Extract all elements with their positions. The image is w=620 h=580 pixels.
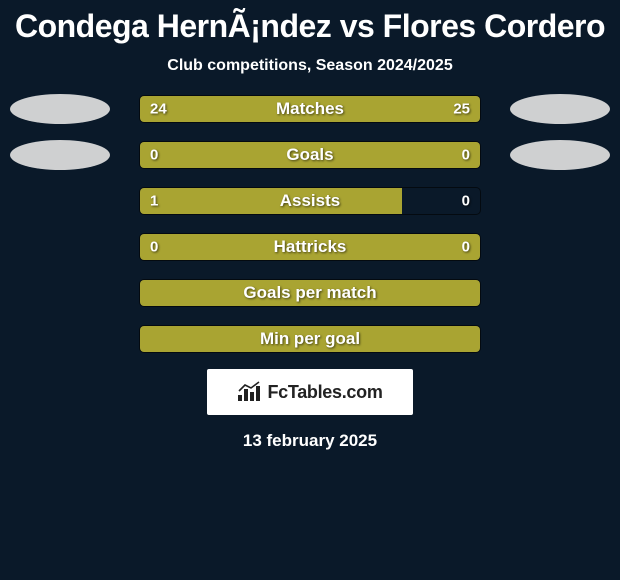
- footer-date: 13 february 2025: [243, 431, 377, 451]
- stat-bar-fill-right: [307, 96, 480, 122]
- stat-row: Matches2425: [0, 95, 620, 123]
- fctables-logo-icon: [237, 381, 263, 403]
- stats-container: Matches2425 Goals00 Assists10 Hattricks00 Go…: [0, 95, 620, 353]
- stat-row: Assists10: [0, 187, 620, 215]
- stat-row: Min per goal: [0, 325, 620, 353]
- stat-bar: Matches2425: [139, 95, 481, 123]
- brand-text: FcTables.com: [267, 382, 382, 403]
- stat-value-right: 0: [462, 193, 470, 210]
- stat-bar-fill: [140, 280, 480, 306]
- stat-bar-fill: [140, 326, 480, 352]
- player-avatar-right: [510, 140, 610, 170]
- stat-bar: Goals00: [139, 141, 481, 169]
- player-avatar-right: [510, 94, 610, 124]
- stat-bar: Assists10: [139, 187, 481, 215]
- stat-bar-fill-left: [140, 96, 307, 122]
- page-title: Condega HernÃ¡ndez vs Flores Cordero: [15, 8, 605, 45]
- page-subtitle: Club competitions, Season 2024/2025: [167, 57, 452, 75]
- stat-bar-fill: [140, 234, 480, 260]
- player-avatar-left: [10, 94, 110, 124]
- stat-bar-fill: [140, 142, 480, 168]
- stat-bar-fill-left: [140, 188, 402, 214]
- stat-row: Goals per match: [0, 279, 620, 307]
- brand-badge: FcTables.com: [207, 369, 413, 415]
- stat-row: Hattricks00: [0, 233, 620, 261]
- stat-bar: Goals per match: [139, 279, 481, 307]
- stat-bar: Min per goal: [139, 325, 481, 353]
- player-avatar-left: [10, 140, 110, 170]
- stat-bar: Hattricks00: [139, 233, 481, 261]
- stat-row: Goals00: [0, 141, 620, 169]
